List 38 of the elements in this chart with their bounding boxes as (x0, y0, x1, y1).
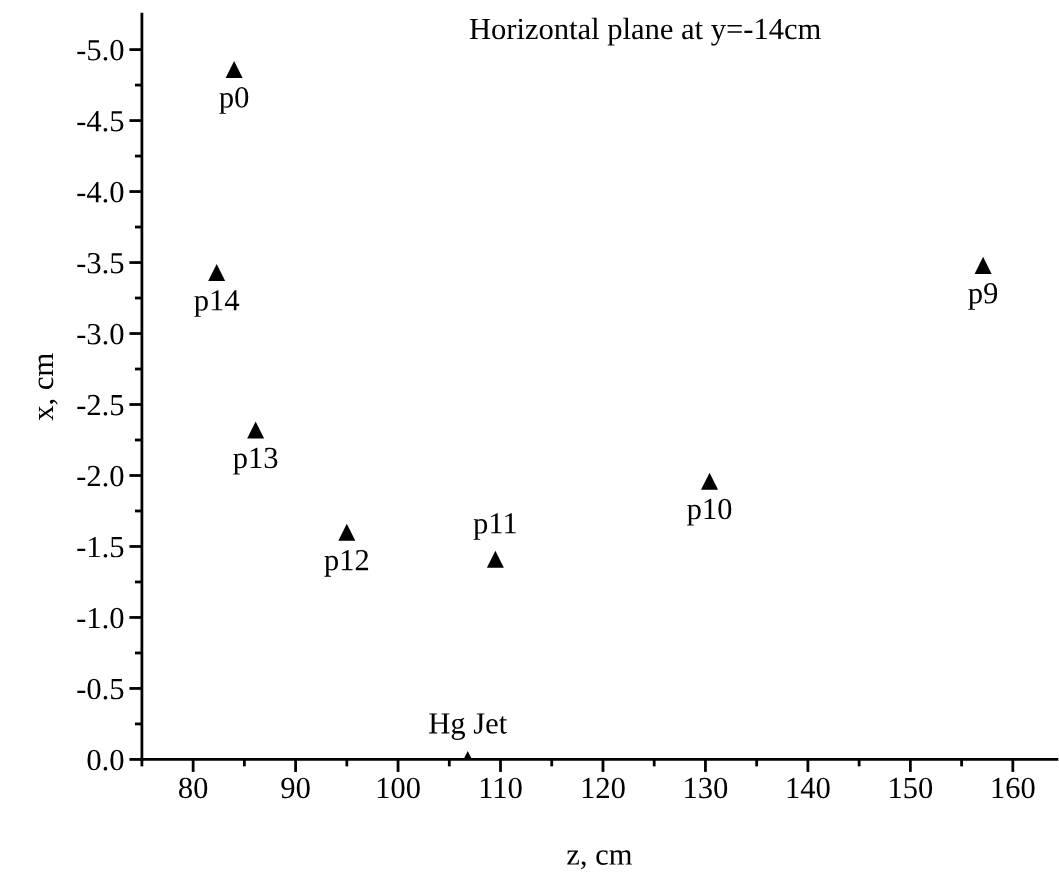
x-tick-label: 140 (787, 777, 830, 799)
point (208, 263, 226, 281)
point (338, 523, 356, 541)
annotation: p14 (194, 290, 240, 317)
x-tick-label: 90 (281, 777, 310, 799)
annotation: p11 (473, 513, 516, 540)
annotation: Hg Jet (429, 713, 508, 740)
y-tick-label: 0.0 (87, 749, 124, 771)
x-tick-label: 120 (582, 777, 625, 799)
point (974, 256, 992, 274)
x-tick-label: 110 (480, 777, 522, 799)
point (247, 421, 265, 439)
y-tick-label: -0.5 (77, 678, 124, 700)
y-tick-label: -4.5 (77, 111, 124, 132)
annotation: p12 (324, 549, 369, 577)
y-tick-label: -1.5 (77, 536, 124, 558)
y-tick-label: -3.5 (77, 252, 124, 274)
y-tick-label: -1.0 (77, 607, 124, 629)
x-axis-title: z, cm (567, 850, 632, 870)
annotation: p9 (968, 283, 998, 310)
y-tick-label: -4.0 (77, 181, 124, 203)
y-tick-label: -5.0 (77, 39, 124, 61)
x-tick-label: 160 (992, 777, 1035, 799)
chart-title: Horizontal plane at y=-14cm (469, 17, 821, 46)
y-tick-label: -2.5 (77, 394, 124, 416)
y-tick-label: -3.0 (77, 323, 124, 345)
x-tick-label: 100 (377, 777, 420, 799)
x-tick-label: 80 (179, 777, 208, 799)
y-axis-title: x, cm (38, 353, 58, 421)
x-tick-label: 130 (685, 777, 728, 799)
point (486, 550, 504, 568)
annotation: p13 (233, 447, 278, 475)
point (225, 60, 243, 78)
y-tick-label: -2.0 (77, 465, 124, 487)
x-tick-label: 150 (890, 777, 933, 799)
annotation: p10 (687, 498, 732, 526)
annotation: p0 (219, 87, 249, 114)
point (701, 472, 719, 490)
